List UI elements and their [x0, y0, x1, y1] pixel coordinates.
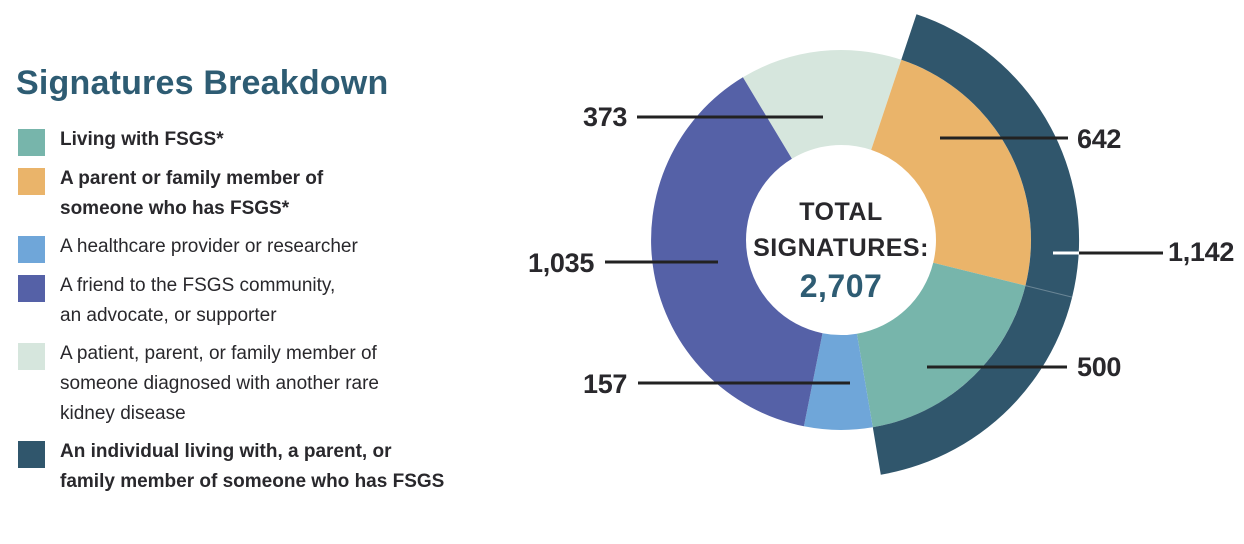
callout-value-teal: 500	[1077, 352, 1122, 382]
outer-arc-seam	[1025, 285, 1073, 298]
total-signatures-value: 2,707	[799, 268, 883, 304]
legend-item-healthcare-provider: A healthcare provider or researcher	[18, 235, 518, 263]
legend-swatch-mint	[18, 343, 45, 370]
legend-swatch-orange	[18, 168, 45, 195]
callout-value-blue: 157	[583, 369, 628, 399]
legend-item-parent-family: A parent or family member of someone who…	[18, 167, 518, 224]
legend-swatch-dark	[18, 441, 45, 468]
donut-segment-orange	[871, 59, 1031, 286]
legend-label: A healthcare provider or researcher	[60, 236, 358, 257]
legend-swatch-blue	[18, 236, 45, 263]
legend-label: A parent or family member of someone who…	[60, 168, 324, 219]
legend-label: Living with FSGS*	[60, 129, 224, 150]
legend-item-friend-advocate: A friend to the FSGS community, an advoc…	[18, 274, 518, 331]
donut-center-label: TOTAL SIGNATURES: 2,707	[731, 194, 951, 306]
page-title: Signatures Breakdown	[16, 64, 389, 102]
total-label-line2: SIGNATURES:	[753, 234, 929, 262]
donut-segment-teal	[856, 262, 1026, 428]
donut-segment-purple	[651, 77, 823, 427]
legend-label: A friend to the FSGS community, an advoc…	[60, 275, 336, 326]
callout-value-dark-arc: 1,142	[1168, 237, 1235, 267]
legend-swatch-teal	[18, 129, 45, 156]
outer-arc-segment-dark	[872, 14, 1080, 475]
donut-segment-mint	[742, 49, 902, 159]
callout-value-purple: 1,035	[528, 248, 595, 278]
legend-item-living-with-fsgs: Living with FSGS*	[18, 128, 518, 156]
legend-swatch-purple	[18, 275, 45, 302]
legend-label: An individual living with, a parent, or …	[60, 441, 445, 492]
legend-item-other-rare-kidney: A patient, parent, or family member of s…	[18, 342, 518, 429]
total-label-line1: TOTAL	[799, 198, 883, 226]
legend-label: A patient, parent, or family member of s…	[60, 343, 379, 424]
legend: Living with FSGS* A parent or family mem…	[18, 128, 518, 508]
callout-value-mint: 373	[583, 102, 628, 132]
callout-value-orange: 642	[1077, 124, 1122, 154]
legend-item-individual-or-family: An individual living with, a parent, or …	[18, 440, 518, 497]
